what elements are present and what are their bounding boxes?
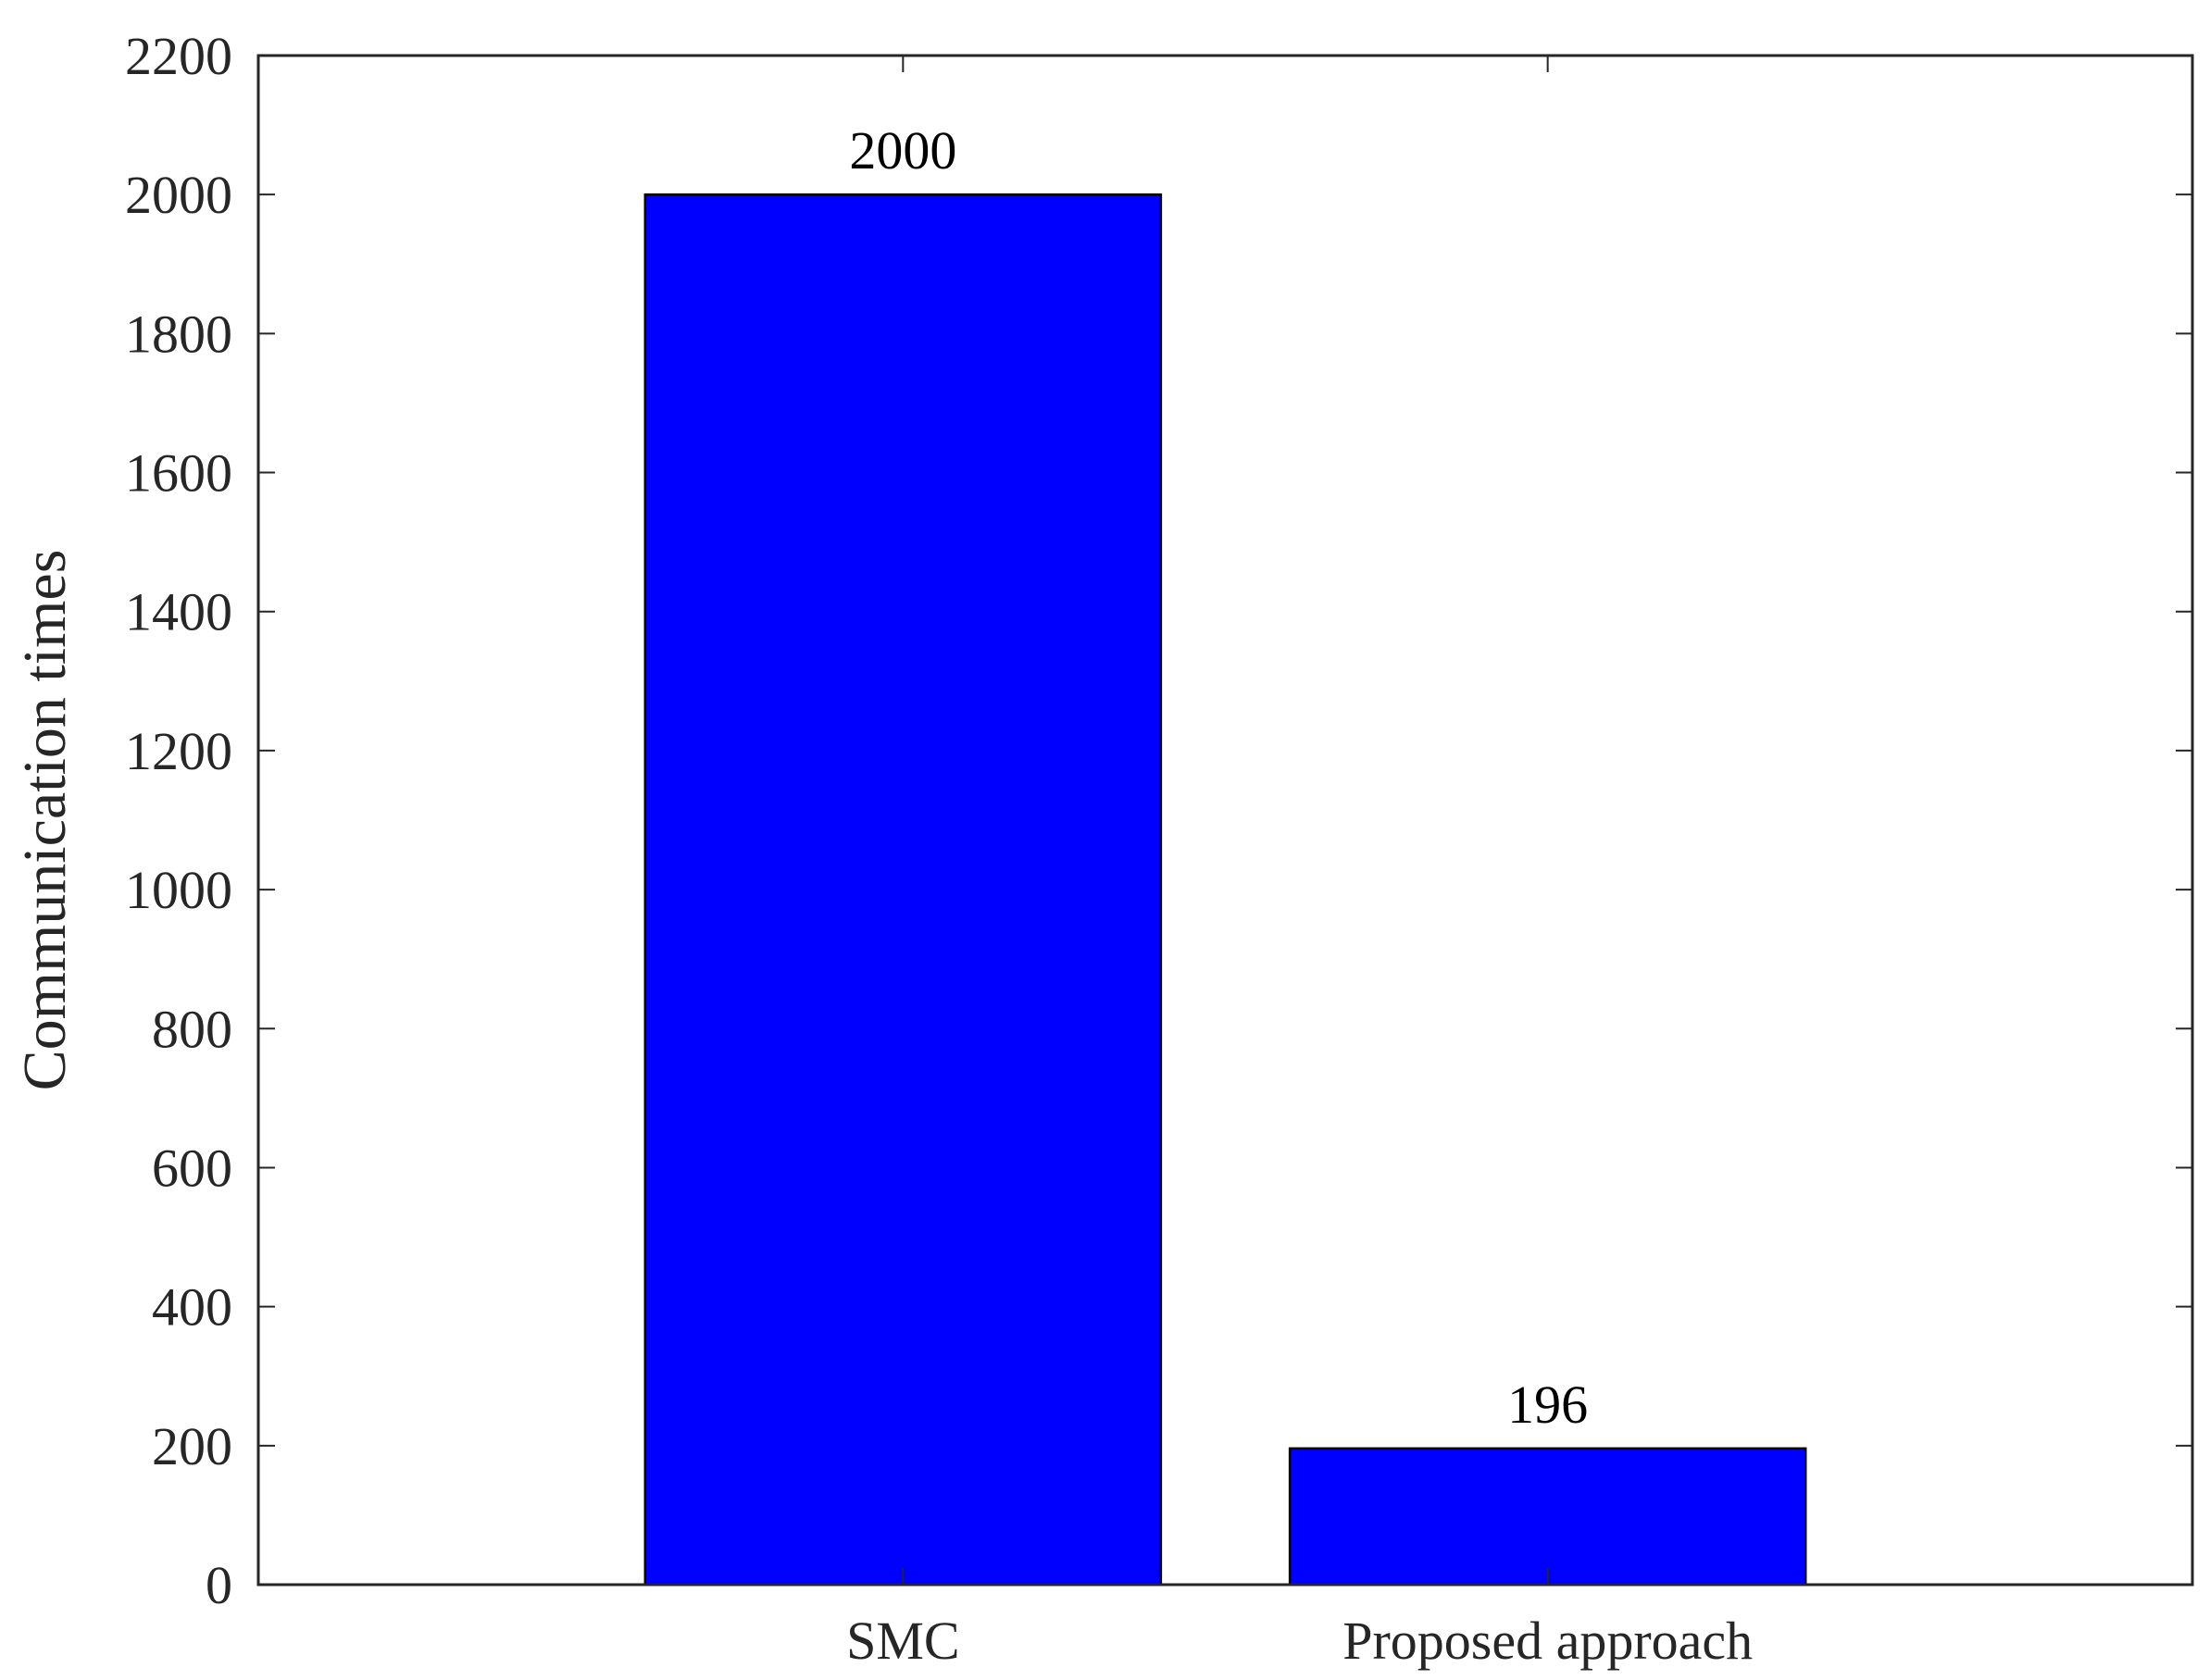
bar-1 bbox=[1288, 1447, 1807, 1587]
y-tick-label-3: 600 bbox=[152, 1138, 232, 1198]
y-axis-title: Communication times bbox=[11, 550, 79, 1091]
x-tick-label-0: SMC bbox=[846, 1611, 960, 1671]
y-tick-label-7: 1400 bbox=[125, 582, 232, 642]
y-tick-label-8: 1600 bbox=[125, 443, 232, 504]
bar-0 bbox=[643, 193, 1163, 1587]
y-tick-label-11: 2200 bbox=[125, 26, 232, 86]
y-tick-label-6: 1200 bbox=[125, 721, 232, 781]
y-tick-label-10: 2000 bbox=[125, 165, 232, 225]
plot-frame bbox=[256, 54, 2194, 1587]
x-tick-label-1: Proposed approach bbox=[1342, 1611, 1753, 1671]
y-tick-label-2: 400 bbox=[152, 1277, 232, 1338]
y-tick-label-5: 1000 bbox=[125, 860, 232, 920]
y-tick-label-4: 800 bbox=[152, 999, 232, 1059]
data-label-0: 2000 bbox=[849, 120, 956, 180]
bars-layer bbox=[643, 193, 1807, 1587]
y-tick-label-1: 200 bbox=[152, 1416, 232, 1476]
ticks-layer bbox=[258, 55, 2192, 1586]
labels-layer: 2000 SMC 196 Proposed approach 0 200 400 600 800… bbox=[125, 26, 1753, 1671]
y-tick-label-9: 1800 bbox=[125, 304, 232, 364]
data-label-1: 196 bbox=[1507, 1375, 1588, 1435]
y-tick-label-0: 0 bbox=[206, 1555, 232, 1615]
